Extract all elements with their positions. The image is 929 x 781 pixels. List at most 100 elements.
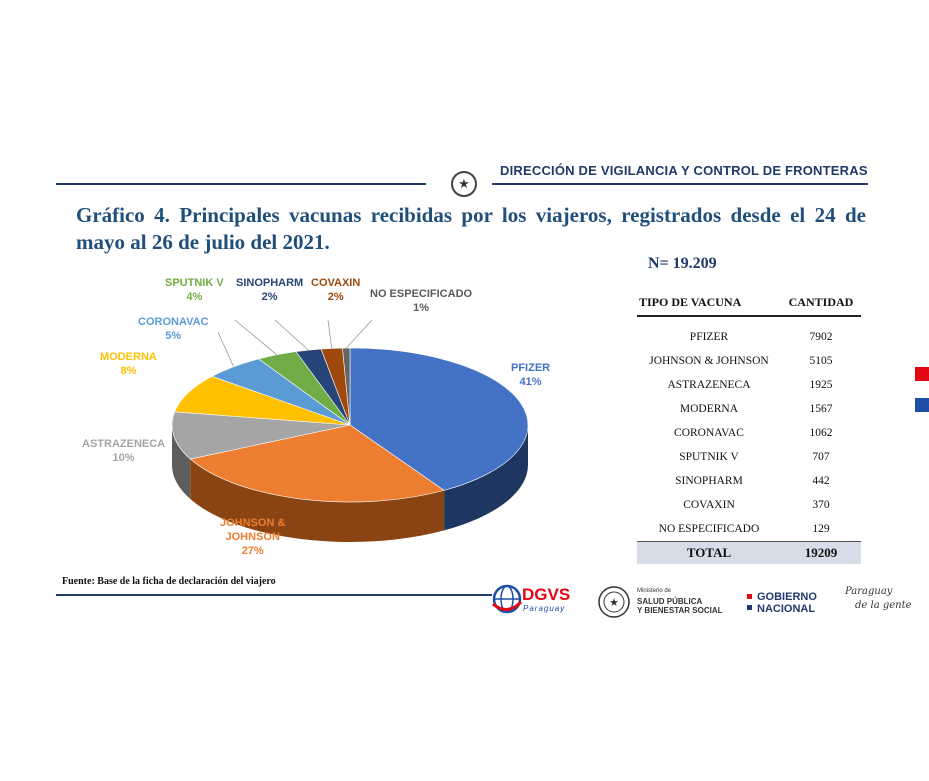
pie-slice-pfizer [349,347,529,491]
table-row: JOHNSON & JOHNSON 5105 [637,349,861,373]
slice-label-pfizer-pct: 41% [519,376,542,388]
vaccine-table: TIPO DE VACUNA CANTIDAD PFIZER 7902 JOHNS… [637,292,861,564]
gobierno-flag-icon-blue [747,605,752,610]
slice-label-sputnik: SPUTNIK V 4% [165,276,224,304]
slice-label-sinopharm-name: SINOPHARM [236,277,304,289]
table-header-tipo: TIPO DE VACUNA [637,292,781,317]
slice-label-noesp-pct: 1% [413,302,429,314]
pie-slice-no-especificado [342,347,351,426]
header-line-right [492,183,868,185]
slice-label-astrazeneca: ASTRAZENECA 10% [82,437,165,465]
leader-line-covaxin [327,320,333,349]
gobierno-line2: NACIONAL [757,603,816,615]
table-cell-value: 1925 [809,379,833,391]
leader-line-coronavac [217,331,234,367]
pie-slice-astrazeneca [171,411,351,460]
table-row: SINOPHARM 442 [637,469,861,493]
national-seal-icon: ★ [451,171,477,197]
table-row: PFIZER 7902 [637,316,861,349]
table-row: MODERNA 1567 [637,397,861,421]
source-note: Fuente: Base de la ficha de declaración … [62,576,276,587]
slice-label-moderna-name: MODERNA [100,351,157,363]
table-cell-name: COVAXIN [683,499,735,511]
ministerio-seal-icon: ★ [598,586,630,618]
pie-leader-lines [217,320,373,367]
pie-side-johnson-johnson [190,459,445,542]
table-row: CORONAVAC 1062 [637,421,861,445]
slice-label-coronavac-pct: 5% [165,330,182,342]
table-body: PFIZER 7902 JOHNSON & JOHNSON 5105 ASTRAZE… [637,316,861,564]
table-row: ASTRAZENECA 1925 [637,373,861,397]
table-cell-name: PFIZER [689,331,729,343]
slice-label-astra-pct: 10% [112,452,135,464]
slice-label-sinopharm: SINOPHARM 2% [236,276,303,304]
slice-label-noesp-name: NO ESPECIFICADO [370,288,473,300]
pie-slice-moderna [174,375,351,426]
dgvs-logo-text: DGVS [522,585,571,604]
table-cell-value: 707 [812,451,830,463]
slice-label-no-especificado: NO ESPECIFICADO 1% [370,287,472,315]
ministerio-line1: SALUD PÚBLICA [637,597,703,606]
leader-line-sputnik-v [234,320,278,356]
slice-label-pfizer-name: PFIZER [511,362,551,374]
slice-label-covaxin-pct: 2% [327,291,344,303]
gobierno-flag-icon [747,594,752,599]
table-cell-name: JOHNSON & JOHNSON [649,355,769,367]
table-row: NO ESPECIFICADO 129 [637,517,861,542]
legend-square-blue [915,398,929,412]
ministerio-line2: Y BIENESTAR SOCIAL [637,606,723,615]
slice-label-sinopharm-pct: 2% [261,291,278,303]
table-cell-name: MODERNA [679,403,739,415]
slice-label-jj-pct: 27% [241,545,264,557]
leader-line-no-especificado [345,320,373,349]
table-cell-value: 7902 [809,331,833,343]
dgvs-logo-subtext: Paraguay [523,604,566,613]
pie-slice-johnson-johnson [189,424,445,503]
table-total-value: 19209 [780,541,861,564]
table-cell-value: 5105 [809,355,833,367]
slogan-line2: de la gente [855,600,912,611]
n-label: N= 19.209 [648,255,717,272]
table-row: SPUTNIK V 707 [637,445,861,469]
legend-square-red [915,367,929,381]
table-cell-name: ASTRAZENECA [667,379,751,391]
pie-top [171,347,529,503]
header-line-left [56,183,426,185]
table-cell-value: 370 [812,499,830,511]
table-cell-value: 1567 [809,403,833,415]
table-cell-value: 1062 [809,427,833,439]
table-cell-name: SPUTNIK V [679,451,739,463]
table-cell-name: NO ESPECIFICADO [658,523,760,535]
chart-title: Gráfico 4. Principales vacunas recibidas… [76,203,866,254]
slice-label-sputnik-pct: 4% [186,291,203,303]
slice-label-moderna-pct: 8% [120,365,137,377]
table-total-label: TOTAL [637,541,781,564]
slice-label-astra-name: ASTRAZENECA [82,438,166,450]
slice-label-coronavac-name: CORONAVAC [138,316,209,328]
slice-label-moderna: MODERNA 8% [100,350,157,378]
slice-label-jj: JOHNSON & JOHNSON 27% [220,516,285,558]
svg-text:★: ★ [609,596,619,609]
slice-label-coronavac: CORONAVAC 5% [138,315,208,343]
pie-side-astrazeneca [172,425,191,500]
header-title: DIRECCIÓN DE VIGILANCIA Y CONTROL DE FRO… [500,163,868,178]
slice-label-jj-name1: JOHNSON & [220,517,286,529]
slice-label-jj-name2: JOHNSON [225,531,280,543]
footer-line [56,594,492,596]
dgvs-logo-icon [492,584,523,614]
ministerio-small: Ministerio de [637,588,672,594]
slice-label-covaxin-name: COVAXIN [311,277,361,289]
leader-line-sinopharm [274,320,309,351]
table-cell-name: SINOPHARM [675,475,743,487]
table-cell-value: 129 [812,523,830,535]
table-cell-name: CORONAVAC [674,427,744,439]
table-total-row: TOTAL 19209 [637,541,861,564]
gobierno-line1: GOBIERNO [757,591,817,603]
slogan-line1: Paraguay [845,586,893,597]
slice-label-sputnik-name: SPUTNIK V [165,277,224,289]
table-header-row: TIPO DE VACUNA CANTIDAD [637,292,861,317]
table-row: COVAXIN 370 [637,493,861,517]
slice-label-covaxin: COVAXIN 2% [311,276,360,304]
table-cell-value: 442 [812,475,830,487]
table-header-cantidad: CANTIDAD [780,292,861,317]
